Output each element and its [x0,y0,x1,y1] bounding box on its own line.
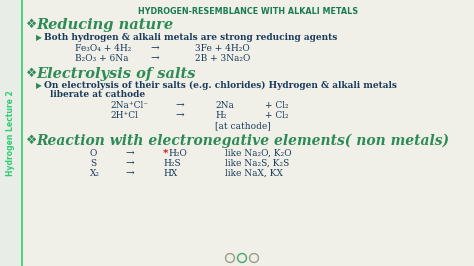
Text: [at cathode]: [at cathode] [215,121,271,130]
Circle shape [227,255,233,261]
Text: ❖: ❖ [26,134,37,147]
Text: like Na₂S, K₂S: like Na₂S, K₂S [225,159,289,168]
Text: Reducing nature: Reducing nature [36,18,173,32]
FancyBboxPatch shape [0,0,22,266]
Text: HYDROGEN-RESEMBLANCE WITH ALKALI METALS: HYDROGEN-RESEMBLANCE WITH ALKALI METALS [138,7,358,16]
Text: 2H⁺Cl: 2H⁺Cl [110,111,138,120]
Text: H₂S: H₂S [163,159,181,168]
Text: ▶: ▶ [36,81,42,90]
Text: →: → [151,54,159,63]
Text: 3Fe + 4H₂O: 3Fe + 4H₂O [195,44,250,53]
Text: ❖: ❖ [26,18,37,31]
Circle shape [237,253,246,263]
Text: →: → [176,111,184,120]
Text: On electrolysis of their salts (e.g. chlorides) Hydrogen & alkali metals: On electrolysis of their salts (e.g. chl… [44,81,397,90]
Circle shape [251,255,257,261]
Text: ❖: ❖ [26,67,37,80]
Circle shape [249,253,258,263]
Text: 2Na: 2Na [215,101,234,110]
Text: O: O [90,149,97,158]
Circle shape [226,253,235,263]
Text: →: → [126,149,134,158]
Text: ▶: ▶ [36,33,42,42]
Text: H₂O: H₂O [168,149,187,158]
Text: →: → [176,101,184,110]
Text: H₂: H₂ [215,111,227,120]
Circle shape [239,255,245,261]
Text: →: → [126,159,134,168]
Text: 2B + 3Na₂O: 2B + 3Na₂O [195,54,250,63]
Text: HX: HX [163,169,177,178]
Text: *: * [163,149,168,158]
Text: →: → [151,44,159,53]
Text: Fe₃O₄ + 4H₂: Fe₃O₄ + 4H₂ [75,44,131,53]
Text: Electrolysis of salts: Electrolysis of salts [36,67,195,81]
Text: B₂O₃ + 6Na: B₂O₃ + 6Na [75,54,128,63]
Text: liberate at cathode: liberate at cathode [50,90,145,99]
Text: like NaX, KX: like NaX, KX [225,169,283,178]
Text: + Cl₂: + Cl₂ [265,101,289,110]
Text: Hydrogen Lecture 2: Hydrogen Lecture 2 [7,90,16,176]
Text: like Na₂O, K₂O: like Na₂O, K₂O [225,149,292,158]
Text: + Cl₂: + Cl₂ [265,111,289,120]
Text: S: S [90,159,96,168]
Text: X₂: X₂ [90,169,100,178]
Text: →: → [126,169,134,178]
Text: Reaction with electronegative elements( non metals): Reaction with electronegative elements( … [36,134,449,148]
Text: 2Na⁺Cl⁻: 2Na⁺Cl⁻ [110,101,148,110]
Text: Both hydrogen & alkali metals are strong reducing agents: Both hydrogen & alkali metals are strong… [44,33,337,42]
